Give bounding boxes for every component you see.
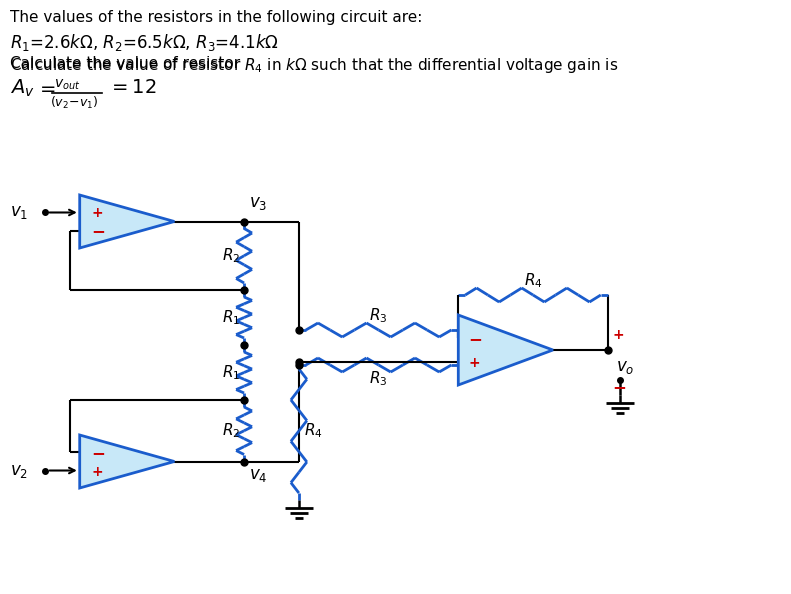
Text: +: + [468,356,480,370]
Text: $R_2$: $R_2$ [222,421,240,440]
Text: $R_2$: $R_2$ [222,247,240,265]
Text: The values of the resistors in the following circuit are:: The values of the resistors in the follo… [10,10,422,25]
Text: $(v_2\!-\!v_1)$: $(v_2\!-\!v_1)$ [50,95,98,111]
Text: $R_3$: $R_3$ [369,369,388,388]
Text: $R_1$=2.6$k\Omega$, $R_2$=6.5$k\Omega$, $R_3$=4.1$k\Omega$: $R_1$=2.6$k\Omega$, $R_2$=6.5$k\Omega$, … [10,32,279,53]
Text: $=$: $=$ [36,78,56,97]
Polygon shape [80,435,174,488]
Text: $v_4$: $v_4$ [249,466,267,485]
Text: +: + [613,328,624,342]
Text: +: + [92,207,104,220]
Text: Calculate the value of resistor: Calculate the value of resistor [10,56,245,71]
Text: $R_3$: $R_3$ [369,307,388,326]
Polygon shape [80,195,174,248]
Text: −: − [92,444,105,463]
Text: −: − [92,223,105,241]
Text: Calculate the value of resistor $R_4$ in $k\Omega$ such that the differential vo: Calculate the value of resistor $R_4$ in… [10,56,619,75]
Text: $R_1$: $R_1$ [222,308,240,327]
Text: $A_v$: $A_v$ [10,78,35,99]
Text: −: − [468,330,483,348]
Text: $= 12$: $= 12$ [108,78,157,97]
Text: $v_2$: $v_2$ [10,462,28,479]
Text: $v_{out}$: $v_{out}$ [54,78,80,93]
Text: $R_4$: $R_4$ [304,422,323,440]
Text: $v_o$: $v_o$ [615,358,634,376]
Polygon shape [458,315,553,385]
Text: $R_4$: $R_4$ [524,271,543,290]
Text: −: − [613,378,626,396]
Text: +: + [92,465,104,479]
Text: $v_1$: $v_1$ [10,204,28,222]
Text: $R_1$: $R_1$ [222,363,240,382]
Text: $v_3$: $v_3$ [249,194,267,211]
